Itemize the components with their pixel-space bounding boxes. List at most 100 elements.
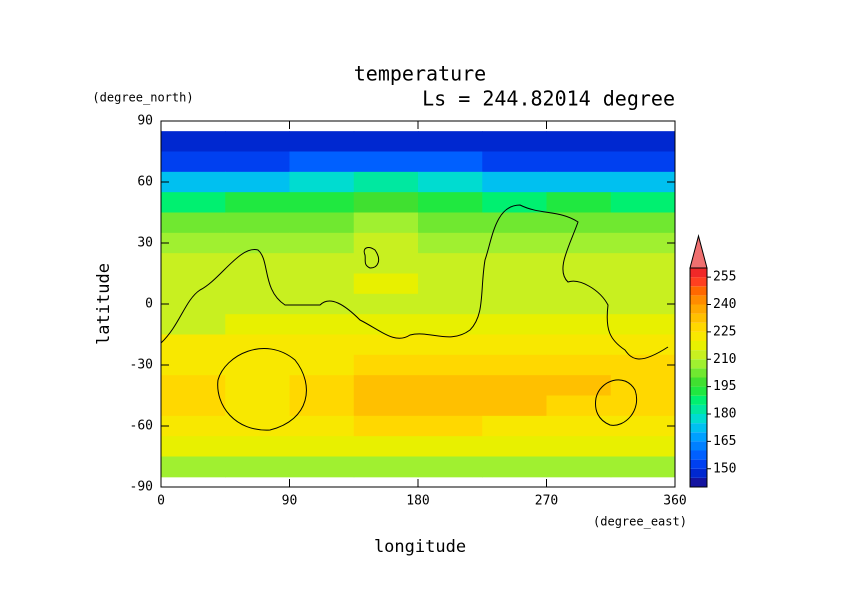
contour-cell bbox=[225, 192, 290, 213]
contour-cell bbox=[225, 212, 290, 234]
colorbar-band bbox=[690, 313, 707, 323]
contour-cell bbox=[353, 131, 419, 152]
contour-cell bbox=[289, 232, 355, 254]
contour-cell bbox=[418, 293, 483, 315]
colorbar-tick-label: 225 bbox=[713, 324, 736, 339]
contour-cell bbox=[161, 273, 226, 295]
contour-cell bbox=[289, 273, 355, 295]
contour-cell bbox=[610, 253, 676, 274]
contour-cell bbox=[546, 131, 612, 152]
colorbar-extension bbox=[689, 234, 708, 269]
contour-cell bbox=[546, 334, 612, 356]
contour-cell bbox=[610, 436, 676, 457]
topography-contour bbox=[595, 379, 638, 426]
contour-cell bbox=[161, 293, 226, 315]
x-tick-label: 270 bbox=[535, 494, 558, 509]
contour-cell bbox=[161, 171, 226, 193]
contour-cell bbox=[610, 334, 676, 356]
colorbar-band bbox=[690, 368, 707, 378]
contour-cell bbox=[353, 375, 419, 396]
contour-cell bbox=[161, 436, 226, 457]
contour-cell bbox=[546, 151, 612, 173]
contour-cell bbox=[225, 436, 290, 457]
contour-cell bbox=[546, 436, 612, 457]
colorbar-band bbox=[690, 322, 707, 332]
contour-cell bbox=[225, 273, 290, 295]
contour-cell bbox=[418, 375, 483, 396]
contour-cell bbox=[610, 212, 676, 234]
contour-cell bbox=[353, 293, 419, 315]
contour-cell bbox=[225, 456, 290, 478]
contour-cell bbox=[353, 212, 419, 234]
contour-cell bbox=[225, 314, 290, 335]
contour-cell bbox=[610, 273, 676, 295]
contour-cell bbox=[482, 232, 547, 254]
contour-cell bbox=[225, 354, 290, 376]
contour-cell bbox=[161, 151, 226, 173]
colorbar-band bbox=[690, 468, 707, 478]
contour-cell bbox=[289, 253, 355, 274]
chart-subtitle: Ls = 244.82014 degree bbox=[422, 87, 675, 111]
contour-cell bbox=[161, 395, 226, 417]
contour-cell bbox=[482, 354, 547, 376]
contour-cell bbox=[289, 375, 355, 396]
contour-cell bbox=[225, 253, 290, 274]
contour-cell bbox=[610, 456, 676, 478]
colorbar-tick-label: 195 bbox=[713, 379, 736, 394]
contour-cell bbox=[225, 293, 290, 315]
colorbar-tick-label: 255 bbox=[713, 270, 736, 285]
topography-contour bbox=[160, 204, 669, 360]
contour-cell bbox=[610, 232, 676, 254]
contour-cell bbox=[289, 314, 355, 335]
contour-cell bbox=[482, 436, 547, 457]
colorbar-band bbox=[690, 441, 707, 451]
contour-cell bbox=[610, 375, 676, 396]
contour-cell bbox=[546, 232, 612, 254]
contour-cell bbox=[161, 232, 226, 254]
contour-cell bbox=[353, 314, 419, 335]
field bbox=[161, 131, 676, 478]
contour-cell bbox=[225, 415, 290, 437]
contour-cell bbox=[161, 354, 226, 376]
colorbar-band bbox=[690, 295, 707, 305]
contour-cell bbox=[161, 314, 226, 335]
contour-cell bbox=[546, 354, 612, 376]
contour-cell bbox=[353, 192, 419, 213]
contour-cell bbox=[289, 131, 355, 152]
contour-cell bbox=[289, 212, 355, 234]
contour-cell bbox=[482, 253, 547, 274]
contour-cell bbox=[353, 456, 419, 478]
contour-cell bbox=[289, 415, 355, 437]
contour-cell bbox=[482, 375, 547, 396]
contour-cell bbox=[482, 334, 547, 356]
y-tick-label: -90 bbox=[130, 480, 153, 495]
contour-cell bbox=[353, 415, 419, 437]
contour-cell bbox=[418, 395, 483, 417]
contour-cell bbox=[418, 232, 483, 254]
contour-cell bbox=[161, 334, 226, 356]
contour-cell bbox=[353, 273, 419, 295]
contour-cell bbox=[418, 456, 483, 478]
contour-cell bbox=[482, 395, 547, 417]
contour-cell bbox=[546, 415, 612, 437]
contour-cell bbox=[610, 354, 676, 376]
contour-cell bbox=[610, 131, 676, 152]
topography-contour bbox=[217, 348, 307, 431]
colorbar-band bbox=[690, 432, 707, 442]
contour-cell bbox=[353, 436, 419, 457]
contour-cell bbox=[418, 171, 483, 193]
contour-cell bbox=[289, 151, 355, 173]
y-unit: (degree_north) bbox=[92, 91, 193, 105]
contour-cell bbox=[418, 192, 483, 213]
colorbar-band bbox=[690, 414, 707, 424]
colorbar-band bbox=[690, 350, 707, 360]
contour-cell bbox=[161, 375, 226, 396]
contour-cell bbox=[353, 151, 419, 173]
contour-cell bbox=[225, 232, 290, 254]
contour-cell bbox=[289, 334, 355, 356]
contour-cell bbox=[546, 395, 612, 417]
chart-title: temperature bbox=[354, 62, 486, 86]
contour-cell bbox=[610, 192, 676, 213]
contour-cell bbox=[610, 314, 676, 335]
contour-cell bbox=[161, 212, 226, 234]
